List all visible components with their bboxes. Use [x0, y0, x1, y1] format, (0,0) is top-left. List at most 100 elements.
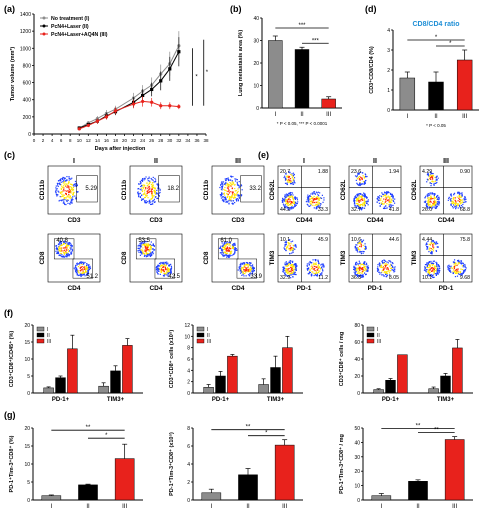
flow-event: [154, 188, 156, 190]
flow-event: [230, 175, 232, 177]
flow-event: [62, 190, 64, 192]
flow-event: [356, 251, 359, 253]
flow-event: [293, 268, 295, 270]
flow-event: [283, 176, 285, 179]
flow-event: [139, 249, 141, 251]
flow-event: [425, 271, 427, 273]
flow-event: [72, 193, 74, 195]
flow-event: [355, 195, 357, 197]
flow-event: [71, 250, 74, 252]
flow-event: [287, 199, 289, 201]
flow-event: [453, 192, 456, 194]
flow-event: [62, 199, 64, 201]
flow-x-label: PD-1: [439, 285, 454, 292]
flow-event: [62, 185, 65, 187]
chart-title: CD8/CD4 ratio: [412, 21, 459, 28]
flow-event: [60, 248, 62, 250]
flow-event: [361, 272, 363, 274]
flow-event: [435, 206, 437, 208]
flow-event: [65, 253, 68, 255]
flow-event: [231, 187, 234, 189]
gate-percent: 18.2: [167, 186, 179, 192]
flow-event: [230, 196, 232, 199]
flow-event: [353, 197, 355, 200]
flow-event: [247, 274, 250, 276]
flow-event: [286, 207, 288, 209]
flow-event: [381, 274, 383, 276]
flow-event: [455, 270, 457, 272]
flow-event: [285, 201, 287, 203]
flow-event: [249, 274, 251, 276]
flow-event: [86, 265, 88, 267]
flow-event: [287, 195, 289, 198]
flow-event: [383, 202, 385, 205]
flow-event: [357, 274, 359, 277]
flow-event: [364, 175, 367, 178]
flow-event: [74, 266, 77, 268]
flow-event: [290, 274, 292, 276]
flow-event: [316, 273, 318, 275]
flow-event: [430, 193, 432, 195]
flow-event: [391, 262, 394, 264]
bar: [268, 40, 283, 109]
flow-event: [295, 269, 297, 272]
flow-event: [231, 195, 233, 197]
y-tick-label: 2: [187, 380, 190, 386]
flow-event: [360, 241, 363, 243]
y-tick-label: 30: [354, 455, 360, 461]
flow-event: [71, 184, 73, 186]
y-tick-label: 2: [387, 68, 390, 74]
flow-event: [223, 255, 225, 257]
flow-event: [322, 264, 325, 266]
flow-event: [158, 262, 161, 265]
flow-event: [293, 177, 296, 179]
flow-event: [354, 196, 356, 198]
flow-event: [430, 248, 432, 250]
flow-event: [56, 184, 59, 186]
flow-event: [237, 188, 239, 190]
flow-event: [363, 269, 365, 271]
flow-event: [359, 262, 361, 265]
flow-event: [228, 247, 231, 249]
flow-event: [360, 250, 362, 253]
flow-event: [448, 267, 450, 269]
flow-event: [464, 195, 466, 198]
flow-event: [222, 247, 224, 249]
flow-event: [356, 274, 358, 276]
flow-event: [66, 195, 68, 197]
flow-event: [150, 177, 152, 180]
flow-event: [296, 202, 298, 205]
flow-event: [65, 183, 67, 185]
flow-event: [449, 269, 451, 271]
flow-event: [229, 243, 231, 245]
flow-event: [295, 202, 297, 204]
flow-event: [434, 182, 436, 184]
flow-event: [67, 255, 69, 257]
flow-event: [358, 197, 360, 199]
flow-event: [456, 271, 458, 273]
flow-event: [144, 243, 146, 245]
flow-event: [224, 194, 226, 196]
flow-event: [361, 194, 363, 196]
flow-event: [230, 184, 232, 186]
flow-event: [364, 243, 366, 245]
flow-event: [292, 276, 294, 278]
flow-event: [427, 203, 429, 205]
flow-event: [438, 196, 440, 198]
flow-event: [318, 275, 321, 277]
flow-event: [138, 251, 140, 253]
flow-event: [285, 248, 288, 250]
significance-label: **: [434, 428, 439, 434]
flow-event: [318, 206, 320, 208]
flow-event: [439, 267, 441, 270]
flow-event: [291, 269, 293, 272]
flow-event: [158, 267, 161, 270]
quadrant-percent: 1.88: [318, 169, 328, 175]
flow-event: [313, 198, 316, 200]
flow-event: [148, 182, 151, 184]
flow-event: [383, 275, 385, 277]
flow-y-label: CD11b: [203, 180, 210, 200]
